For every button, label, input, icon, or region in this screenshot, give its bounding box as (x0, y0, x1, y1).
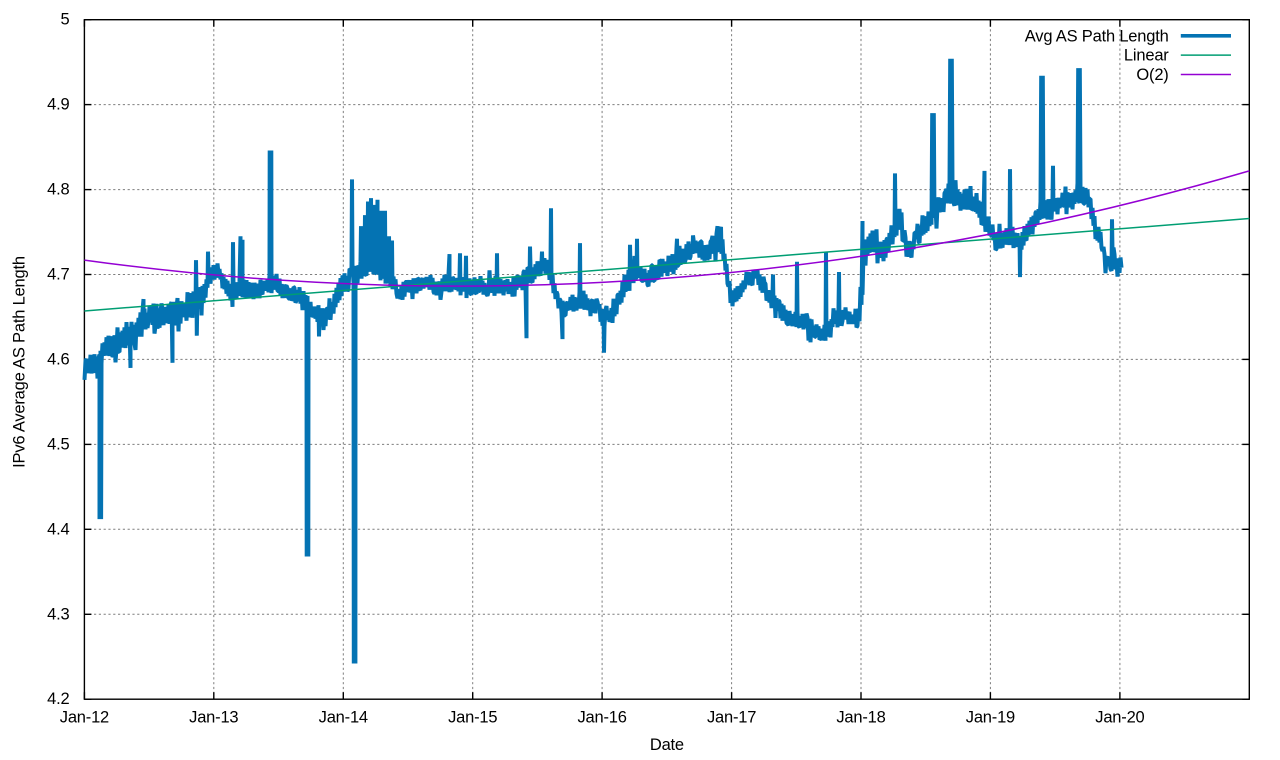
svg-text:4.4: 4.4 (47, 520, 69, 538)
svg-text:4.6: 4.6 (47, 350, 69, 368)
svg-text:Jan-14: Jan-14 (319, 709, 368, 727)
svg-text:Jan-12: Jan-12 (60, 709, 109, 727)
svg-text:Jan-15: Jan-15 (448, 709, 497, 727)
svg-text:Date: Date (650, 736, 684, 754)
svg-text:Jan-19: Jan-19 (966, 709, 1015, 727)
svg-text:4.2: 4.2 (47, 690, 69, 708)
svg-text:4.9: 4.9 (47, 96, 69, 114)
svg-text:Linear: Linear (1124, 47, 1169, 65)
svg-text:Avg AS Path Length: Avg AS Path Length (1025, 28, 1169, 46)
svg-text:IPv6 Average AS Path Length: IPv6 Average AS Path Length (11, 256, 29, 468)
svg-text:Jan-16: Jan-16 (577, 709, 626, 727)
svg-text:Jan-13: Jan-13 (189, 709, 238, 727)
svg-text:Jan-17: Jan-17 (707, 709, 756, 727)
svg-text:5: 5 (61, 11, 70, 29)
svg-text:Jan-20: Jan-20 (1095, 709, 1144, 727)
svg-text:4.8: 4.8 (47, 181, 69, 199)
svg-text:Jan-18: Jan-18 (836, 709, 885, 727)
svg-text:4.5: 4.5 (47, 435, 69, 453)
svg-text:O(2): O(2) (1136, 66, 1168, 84)
svg-text:4.7: 4.7 (47, 266, 69, 284)
svg-text:4.3: 4.3 (47, 605, 69, 623)
